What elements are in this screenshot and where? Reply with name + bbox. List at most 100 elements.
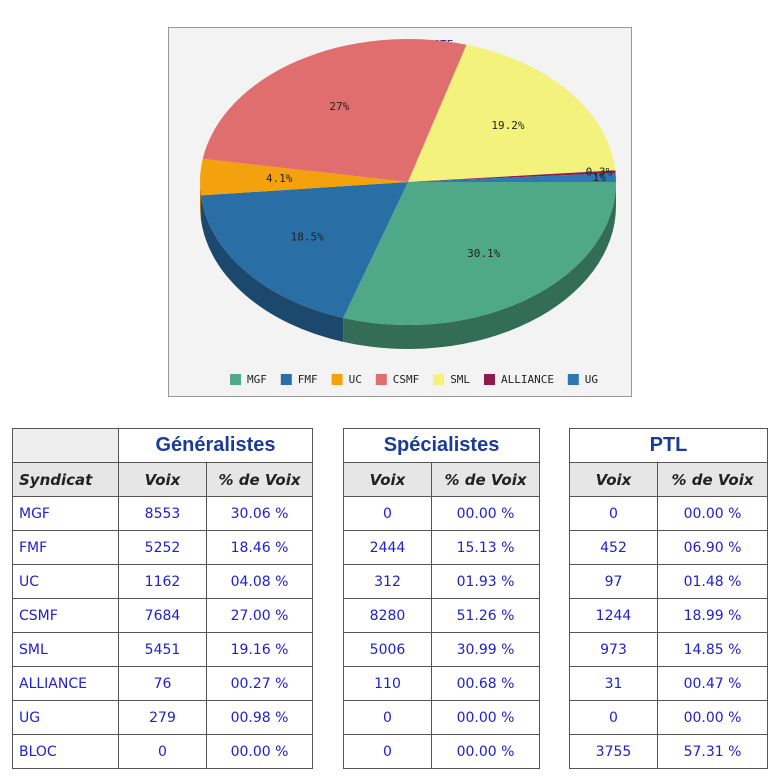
data-row: 312 01.93 % <box>343 564 540 599</box>
data-label: 27% <box>329 100 349 113</box>
legend-label: SML <box>450 373 470 386</box>
cell: 14.85 % <box>657 632 768 667</box>
cell: 0 <box>343 700 432 735</box>
syndicat-name: FMF <box>12 530 119 565</box>
header-row: Syndicat Voix% de Voix <box>12 462 313 497</box>
cell: 00.68 % <box>431 666 540 701</box>
cell: 06.90 % <box>657 530 768 565</box>
data-row: 31 00.47 % <box>569 666 768 701</box>
data-row: 2444 15.13 % <box>343 530 540 565</box>
legend-label: UC <box>349 373 362 386</box>
column-header: Voix <box>118 462 207 497</box>
pie-slice <box>200 158 408 196</box>
header-row: Voix% de Voix <box>343 462 540 497</box>
cell: 279 <box>118 700 207 735</box>
data-row: 0 00.00 % <box>343 734 540 769</box>
blank-cell <box>12 428 119 463</box>
data-row: SML 5451 19.16 % <box>12 632 313 667</box>
cell: 312 <box>343 564 432 599</box>
legend-label: ALLIANCE <box>501 373 554 386</box>
data-table: Spécialistes Voix% de Voix 0 00.00 % 2444 15.… <box>343 428 540 769</box>
cell: 973 <box>569 632 658 667</box>
data-row: 973 14.85 % <box>569 632 768 667</box>
data-table: PTL Voix% de Voix 0 00.00 % 452 06.90 % 97 01.4… <box>569 428 768 769</box>
cell: 51.26 % <box>431 598 540 633</box>
syndicat-name: MGF <box>12 496 119 531</box>
cell: 1162 <box>118 564 207 599</box>
data-row: 0 00.00 % <box>569 700 768 735</box>
legend-swatch <box>230 374 241 385</box>
cell: 5252 <box>118 530 207 565</box>
cell: 00.00 % <box>431 496 540 531</box>
data-label: 19.2% <box>491 119 524 132</box>
data-label: 4.1% <box>266 172 293 185</box>
syndicat-name: UC <box>12 564 119 599</box>
cell: 00.00 % <box>431 700 540 735</box>
cell: 01.93 % <box>431 564 540 599</box>
syndicat-name: CSMF <box>12 598 119 633</box>
column-header: Syndicat <box>12 462 119 497</box>
cell: 5006 <box>343 632 432 667</box>
data-row: 97 01.48 % <box>569 564 768 599</box>
cell: 0 <box>118 734 207 769</box>
data-row: 1244 18.99 % <box>569 598 768 633</box>
cell: 19.16 % <box>206 632 313 667</box>
cell: 3755 <box>569 734 658 769</box>
data-label: 18.5% <box>291 230 324 243</box>
data-row: 0 00.00 % <box>343 700 540 735</box>
data-row: 0 00.00 % <box>343 496 540 531</box>
cell: 2444 <box>343 530 432 565</box>
table-title: PTL <box>569 428 768 463</box>
header-row: Voix% de Voix <box>569 462 768 497</box>
legend-label: MGF <box>247 373 267 386</box>
legend-swatch <box>484 374 495 385</box>
data-row: UC 1162 04.08 % <box>12 564 313 599</box>
column-header: Voix <box>343 462 432 497</box>
cell: 452 <box>569 530 658 565</box>
data-row: 5006 30.99 % <box>343 632 540 667</box>
cell: 8553 <box>118 496 207 531</box>
table-title: Spécialistes <box>343 428 540 463</box>
data-row: MGF 8553 30.06 % <box>12 496 313 531</box>
data-row: 110 00.68 % <box>343 666 540 701</box>
cell: 0 <box>343 734 432 769</box>
title-row: Généralistes <box>12 428 313 463</box>
title-row: Spécialistes <box>343 428 540 463</box>
pie-slice <box>200 182 408 318</box>
data-row: BLOC 0 00.00 % <box>12 734 313 769</box>
data-row: UG 279 00.98 % <box>12 700 313 735</box>
cell: 5451 <box>118 632 207 667</box>
legend-swatch <box>567 374 579 385</box>
data-row: ALLIANCE 76 00.27 % <box>12 666 313 701</box>
legend-swatch <box>433 374 445 385</box>
cell: 76 <box>118 666 207 701</box>
cell: 31 <box>569 666 658 701</box>
cell: 18.99 % <box>657 598 768 633</box>
cell: 00.27 % <box>206 666 313 701</box>
pie-slice <box>202 39 467 182</box>
pie-slice <box>408 44 616 182</box>
syndicat-name: ALLIANCE <box>12 666 119 701</box>
cell: 27.00 % <box>206 598 313 633</box>
cell: 00.00 % <box>431 734 540 769</box>
data-row: CSMF 7684 27.00 % <box>12 598 313 633</box>
legend-swatch <box>331 374 343 385</box>
cell: 04.08 % <box>206 564 313 599</box>
cell: 110 <box>343 666 432 701</box>
column-header: % de Voix <box>431 462 540 497</box>
cell: 00.00 % <box>657 496 768 531</box>
syndicat-name: SML <box>12 632 119 667</box>
data-table: Généralistes Syndicat Voix% de Voix MGF 8553… <box>12 428 313 769</box>
pie-side <box>200 195 344 342</box>
cell: 7684 <box>118 598 207 633</box>
cell: 1244 <box>569 598 658 633</box>
data-label: 0.3% <box>586 166 613 179</box>
table-title: Généralistes <box>118 428 313 463</box>
cell: 30.06 % <box>206 496 313 531</box>
cell: 18.46 % <box>206 530 313 565</box>
cell: 30.99 % <box>431 632 540 667</box>
cell: 0 <box>343 496 432 531</box>
title-row: PTL <box>569 428 768 463</box>
pie-slice <box>408 173 616 182</box>
